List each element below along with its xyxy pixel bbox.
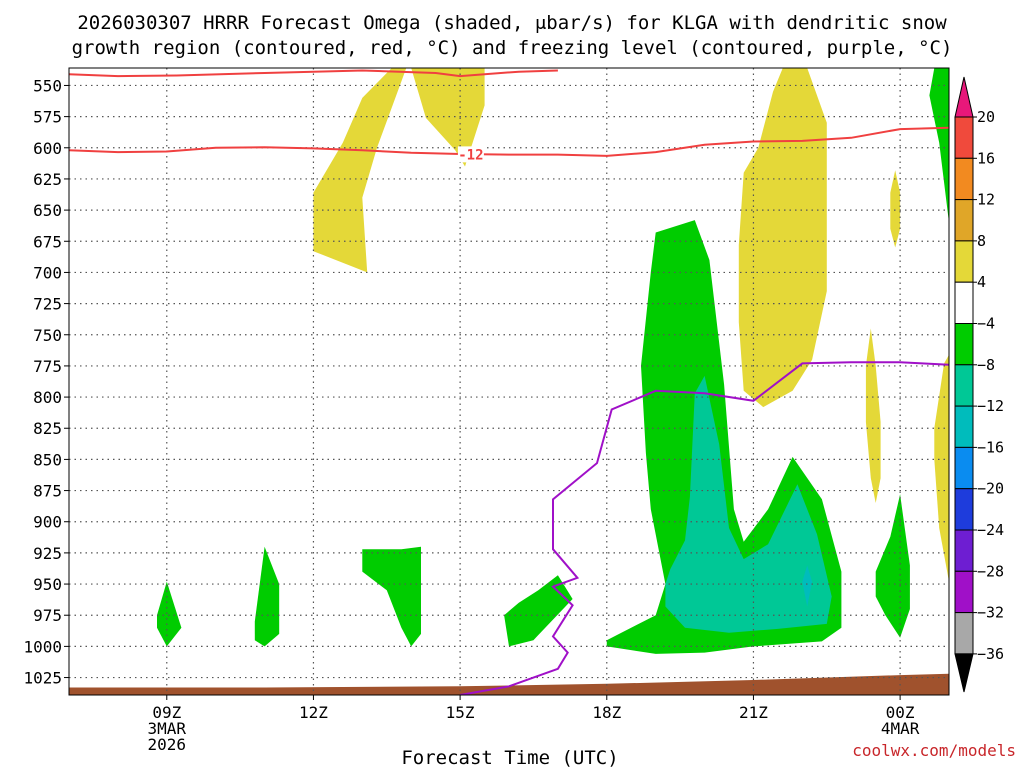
contour-label-bg (457, 146, 484, 163)
y-tick-label: 825 (33, 419, 62, 438)
colorbar-swatch (954, 240, 974, 283)
colorbar-label: 12 (977, 191, 995, 209)
y-tick-label: 950 (33, 575, 62, 594)
x-tick-label: 00Z (886, 703, 915, 722)
omega-region-yellow-2 (890, 170, 901, 248)
y-tick-label: 575 (33, 108, 62, 127)
x-axis-label: Forecast Time (UTC) (401, 747, 618, 768)
x-tick-label: 15Z (446, 703, 475, 722)
colorbar-label: −8 (977, 356, 995, 374)
contour-lines: -12 (69, 69, 949, 695)
colorbar-label: −24 (977, 521, 1004, 539)
colorbar-swatch (954, 405, 974, 448)
colorbar-label: −16 (977, 438, 1004, 456)
colorbar-label: −32 (977, 604, 1004, 622)
x-tick-label: 12Z (299, 703, 328, 722)
colorbar-top-arrow (954, 76, 974, 118)
colorbar-swatch (954, 281, 974, 325)
x-tick-label: 18Z (592, 703, 621, 722)
omega-region-green-11 (362, 546, 421, 647)
colorbar-swatch (954, 364, 974, 407)
y-tick-label: 925 (33, 544, 62, 563)
colorbar-label: −12 (977, 397, 1004, 415)
grid-lines (69, 68, 949, 695)
y-tick-label: 850 (33, 450, 62, 469)
colorbar-label: −20 (977, 480, 1004, 498)
x-tick-label: 21Z (739, 703, 768, 722)
y-tick-label: 775 (33, 357, 62, 376)
omega-shading (69, 68, 949, 695)
chart-title-line-2: growth region (contoured, red, °C) and f… (72, 37, 953, 59)
colorbar-swatch (954, 570, 974, 614)
colorbar-swatch (954, 323, 974, 366)
omega-region-yellow-1 (738, 68, 827, 408)
omega-region-cyan-8 (802, 565, 813, 607)
y-tick-label: 675 (33, 232, 62, 251)
omega-region-yellow-4 (934, 354, 949, 582)
colorbar-label: 20 (977, 108, 995, 126)
y-tick-label: 800 (33, 388, 62, 407)
y-tick-label: 650 (33, 201, 62, 220)
x-tick-label: 4MAR (881, 719, 920, 738)
colorbar-label: −4 (977, 315, 995, 333)
freezing-level-contour (459, 361, 949, 695)
y-tick-label: 1000 (23, 637, 62, 656)
omega-region-green-10 (254, 546, 280, 647)
colorbar-label: 16 (977, 149, 995, 167)
y-tick-label: 875 (33, 482, 62, 501)
x-tick-label: 2026 (148, 735, 187, 754)
omega-region-green-13 (875, 494, 910, 638)
colorbar-label: 4 (977, 273, 986, 291)
colorbar-swatch (954, 488, 974, 531)
x-tick-label: 3MAR (148, 719, 187, 738)
colorbar-swatch (954, 529, 974, 572)
y-tick-label: 625 (33, 170, 62, 189)
contour-label: -12 (458, 147, 483, 163)
colorbar-swatch (954, 199, 974, 242)
colorbar-swatch (954, 612, 974, 655)
y-tick-label: 700 (33, 263, 62, 282)
omega-region-teal-7 (665, 375, 832, 633)
y-tick-label: 600 (33, 139, 62, 158)
omega-region-green-5 (929, 68, 949, 223)
credit-text: coolwx.com/models (852, 741, 1016, 760)
y-tick-label: 975 (33, 606, 62, 625)
plot-frame (68, 67, 950, 696)
dgz-upper-contour (69, 69, 558, 78)
colorbar-swatch (954, 157, 974, 201)
y-tick-label: 550 (33, 76, 62, 95)
dgz-lower-contour (69, 126, 949, 157)
terrain-band (69, 673, 949, 695)
colorbar-label: −28 (977, 562, 1004, 580)
omega-region-green-12 (504, 575, 573, 647)
y-tick-label: 900 (33, 513, 62, 532)
colorbar-label: 8 (977, 232, 986, 250)
x-tick-label: 09Z (152, 703, 181, 722)
colorbar-swatch (954, 116, 974, 159)
colorbar-bottom-arrow (954, 653, 974, 693)
omega-region-green-9 (157, 581, 182, 647)
colorbar-label: −36 (977, 645, 1004, 663)
omega-region-yellow-3 (865, 328, 881, 503)
chart-title-line-1: 2026030307 HRRR Forecast Omega (shaded, … (77, 12, 947, 34)
colorbar-swatch (954, 446, 974, 490)
y-tick-label: 750 (33, 326, 62, 345)
y-tick-label: 725 (33, 295, 62, 314)
omega-region-yellow-0 (313, 68, 485, 273)
y-axis-ticks: 550 575 600 625 650 675 700 725 750 775 800 825 850 8… (23, 76, 69, 688)
y-tick-label: 1025 (23, 669, 62, 688)
colorbar: 20 16 12 8 4 −4 −8 −12 −16 −20 −24 −28 −32 −36 (954, 76, 1004, 693)
